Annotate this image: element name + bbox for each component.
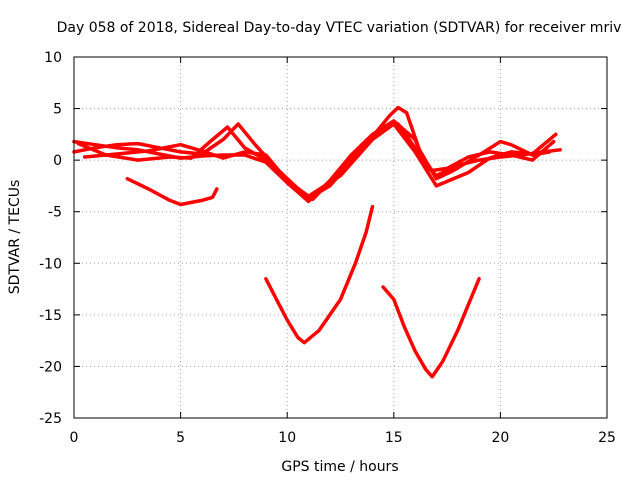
axis-ticks: 0 5 10 15 20 25 10 5 0 -5 -10 -15 -20 -25 [39, 50, 616, 446]
y-axis-title: SDTVAR / TECUs [7, 180, 23, 295]
y-tick-label: 5 [53, 102, 62, 118]
x-tick-label: 25 [598, 430, 616, 446]
x-tick-label: 15 [385, 430, 403, 446]
grid [74, 57, 607, 418]
series-track-6 [264, 204, 375, 345]
plot-frame [73, 56, 608, 419]
series-track-7 [381, 277, 481, 379]
y-tick-label: -20 [39, 359, 62, 375]
y-tick-label: 10 [44, 50, 62, 66]
x-axis-title: GPS time / hours [281, 459, 398, 475]
x-tick-label: 10 [278, 430, 296, 446]
x-tick-label: 0 [70, 430, 79, 446]
y-tick-label: -10 [39, 256, 62, 272]
y-tick-label: 0 [53, 153, 62, 169]
x-tick-label: 20 [491, 430, 509, 446]
series-track-5 [125, 176, 219, 207]
y-tick-label: -25 [39, 411, 62, 427]
series-track-4 [82, 122, 558, 198]
chart-title: Day 058 of 2018, Sidereal Day-to-day VTE… [57, 20, 622, 36]
y-tick-label: -5 [48, 205, 62, 221]
x-tick-label: 5 [176, 430, 185, 446]
y-tick-label: -15 [39, 308, 62, 324]
plot-series [72, 105, 562, 379]
